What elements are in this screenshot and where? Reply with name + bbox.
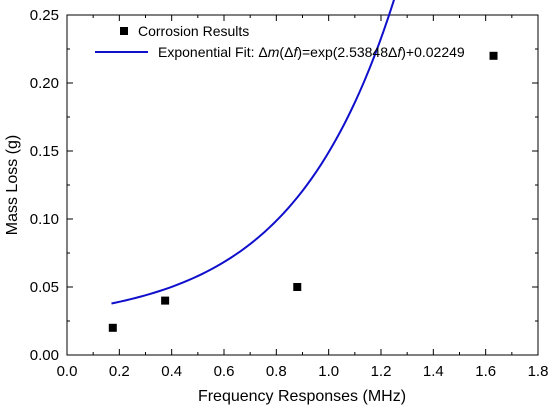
x-axis-label: Frequency Responses (MHz) xyxy=(198,388,406,405)
legend-label-exponential-fit: Exponential Fit: Δm(Δf)=exp(2.53848Δf)+0… xyxy=(158,44,465,60)
y-tick-label: 0.00 xyxy=(30,347,59,364)
x-axis-ticks: 0.0 0.2 0.4 0.6 0.8 1.0 1.2 1.4 1.6 1.8 xyxy=(57,15,549,380)
y-tick-label: 0.05 xyxy=(30,279,59,296)
x-tick-label: 1.4 xyxy=(423,363,444,380)
legend: Corrosion Results Exponential Fit: Δm(Δf… xyxy=(95,23,465,60)
data-point xyxy=(161,296,170,305)
x-tick-label: 1.2 xyxy=(371,363,392,380)
x-tick-label: 1.6 xyxy=(475,363,496,380)
y-tick-label: 0.10 xyxy=(30,211,59,228)
data-point xyxy=(489,51,498,60)
y-axis-ticks: 0.00 0.05 0.10 0.15 0.20 0.25 xyxy=(30,7,538,364)
x-tick-label: 0.0 xyxy=(57,363,78,380)
y-tick-label: 0.15 xyxy=(30,143,59,160)
legend-label-corrosion-results: Corrosion Results xyxy=(138,23,249,39)
x-tick-label: 1.0 xyxy=(318,363,339,380)
x-tick-label: 0.6 xyxy=(214,363,235,380)
y-tick-label: 0.20 xyxy=(30,75,59,92)
x-tick-label: 1.8 xyxy=(528,363,549,380)
plot-frame xyxy=(66,14,539,356)
x-tick-label: 0.2 xyxy=(109,363,130,380)
x-tick-label: 0.8 xyxy=(266,363,287,380)
y-axis-label: Mass Loss (g) xyxy=(4,135,21,235)
corrosion-results-points xyxy=(108,51,498,332)
data-point xyxy=(108,323,117,332)
exponential-fit-line xyxy=(111,0,395,305)
x-tick-label: 0.4 xyxy=(161,363,182,380)
y-tick-label: 0.25 xyxy=(30,7,59,24)
data-point xyxy=(293,283,302,291)
legend-marker-square xyxy=(120,27,128,35)
